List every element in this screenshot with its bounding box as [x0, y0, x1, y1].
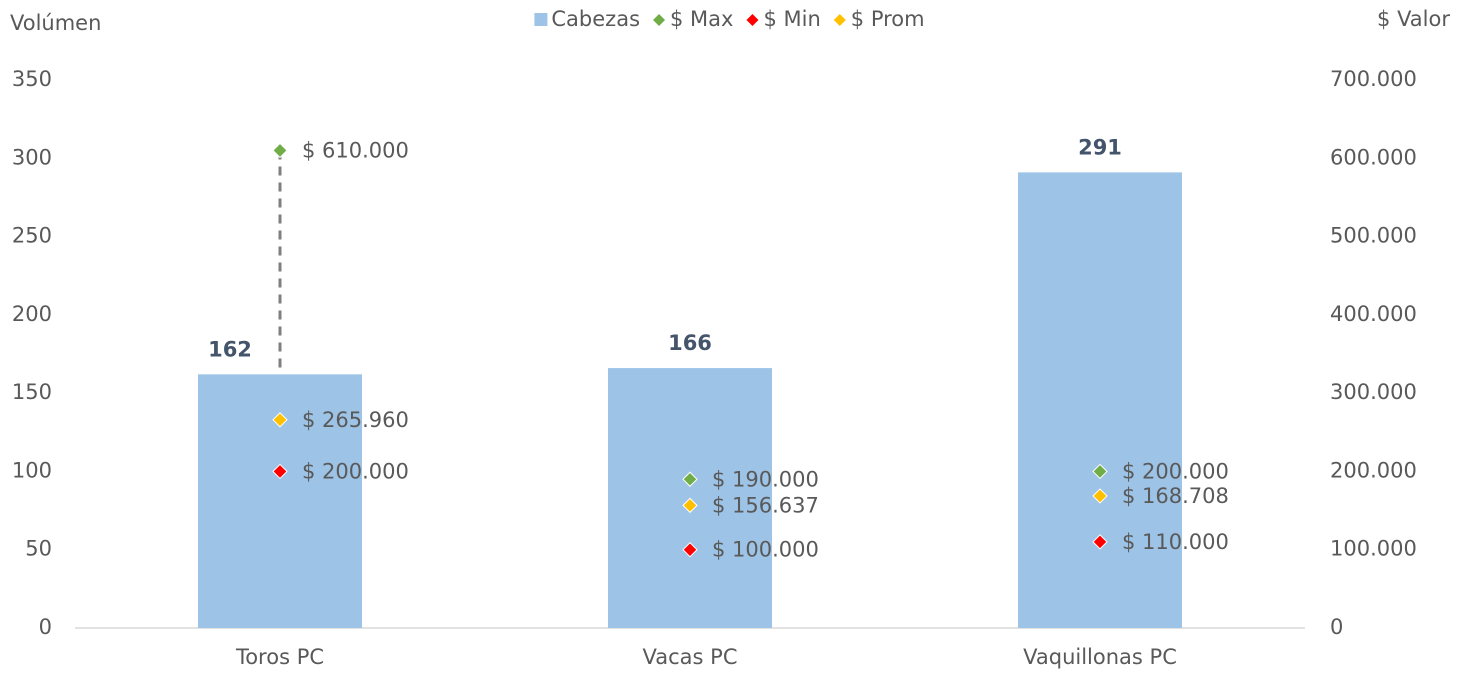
- legend-swatch: [534, 13, 548, 26]
- scatter-value-label: $ 200.000: [302, 459, 409, 483]
- y-tick-label: 250: [12, 224, 52, 248]
- scatter-value-label: $ 168.708: [1122, 484, 1229, 508]
- y-tick-label: 300: [12, 145, 52, 169]
- y-tick-label: 350: [12, 67, 52, 91]
- y2-tick-label: 100.000: [1330, 537, 1417, 561]
- y2-tick-label: 600.000: [1330, 145, 1417, 169]
- y2-axis-title: $ Valor: [1377, 7, 1450, 31]
- y-tick-label: 0: [39, 615, 52, 639]
- y-tick-label: 100: [12, 458, 52, 482]
- legend-swatch: [653, 14, 666, 26]
- scatter-marker: [1092, 463, 1108, 480]
- y2-tick-label: 400.000: [1330, 302, 1417, 326]
- scatter-marker: [272, 463, 288, 480]
- legend-swatch: [746, 14, 759, 26]
- legend-label: Cabezas: [551, 7, 640, 31]
- scatter-value-label: $ 110.000: [1122, 530, 1229, 554]
- legend-label: $ Prom: [851, 7, 925, 31]
- bar-value-label: 162: [208, 337, 252, 361]
- scatter-marker: [272, 412, 288, 428]
- scatter-marker: [272, 142, 288, 159]
- y2-tick-label: 0: [1330, 615, 1343, 639]
- scatter-marker: [1092, 534, 1108, 550]
- legend-label: $ Min: [763, 7, 820, 31]
- bar-value-label: 166: [668, 331, 712, 355]
- x-tick-label: Vaquillonas PC: [1023, 645, 1177, 669]
- scatter-value-label: $ 100.000: [712, 538, 819, 562]
- y2-tick-label: 300.000: [1330, 380, 1417, 404]
- x-tick-label: Toros PC: [235, 645, 324, 669]
- legend-label: $ Max: [670, 7, 733, 31]
- y-axis-title: Volúmen: [10, 11, 101, 35]
- y-tick-label: 50: [25, 537, 52, 561]
- scatter-marker: [682, 542, 698, 558]
- scatter-marker: [682, 471, 698, 487]
- bar-value-label: 291: [1078, 135, 1122, 159]
- scatter-value-label: $ 200.000: [1122, 459, 1229, 483]
- y2-tick-label: 500.000: [1330, 224, 1417, 248]
- scatter-value-label: $ 156.637: [712, 493, 819, 517]
- scatter-marker: [682, 497, 698, 514]
- y-tick-label: 200: [12, 302, 52, 326]
- y2-tick-label: 700.000: [1330, 67, 1417, 91]
- scatter-value-label: $ 610.000: [302, 138, 409, 162]
- bar: [1018, 172, 1182, 628]
- x-tick-label: Vacas PC: [643, 645, 738, 669]
- scatter-value-label: $ 190.000: [712, 467, 819, 491]
- legend-swatch: [833, 14, 846, 26]
- y2-tick-label: 200.000: [1330, 458, 1417, 482]
- scatter-value-label: $ 265.960: [302, 408, 409, 432]
- y-tick-label: 150: [12, 380, 52, 404]
- scatter-marker: [1092, 488, 1108, 504]
